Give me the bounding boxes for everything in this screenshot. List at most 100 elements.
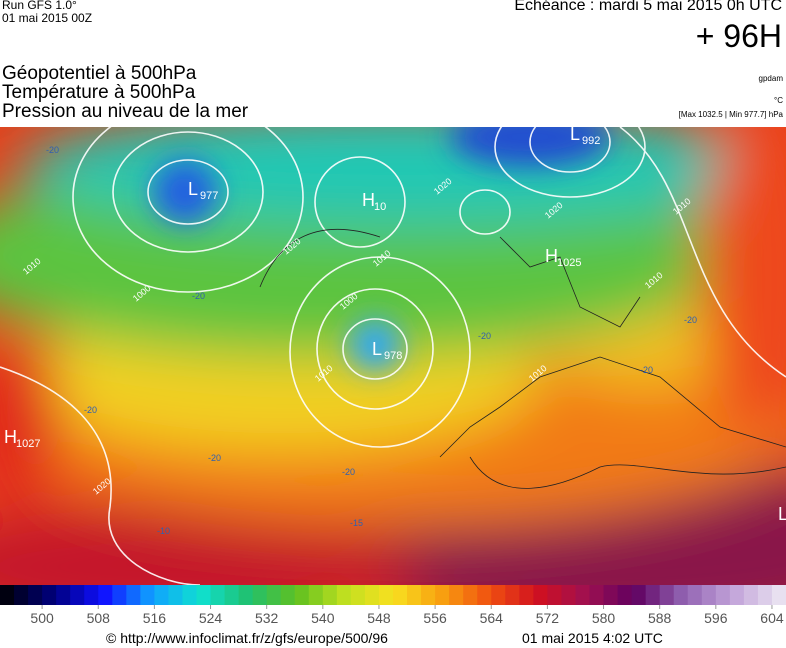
colorbar-swatch [350, 585, 366, 605]
center-letter: H [545, 246, 558, 266]
center-value: 992 [582, 135, 600, 147]
temperature-label: -20 [192, 291, 205, 301]
colorbar-label: 540 [311, 610, 335, 626]
colorbar-swatch [449, 585, 464, 605]
center-letter: H [4, 427, 17, 447]
colorbar: 500 508 516 524 532 540 548 556 564 572 580 588 596 6… [0, 585, 786, 626]
colorbar-swatch [56, 585, 71, 605]
colorbar-label: 604 [760, 610, 784, 626]
center-letter: L [372, 339, 382, 359]
temperature-label: -20 [342, 467, 355, 477]
colorbar-swatch [252, 585, 268, 605]
colorbar-swatch [294, 585, 310, 605]
colorbar-swatch [407, 585, 422, 605]
colorbar-label: 572 [536, 610, 560, 626]
temperature-label: -20 [478, 331, 491, 341]
center-value: 978 [384, 350, 402, 362]
field: Géopotentiel à 500hPa [2, 63, 197, 84]
temperature-label: -10 [157, 526, 170, 536]
center-value: 977 [200, 190, 218, 202]
unit: [Max 1032.5 | Min 977.7] hPa [678, 110, 783, 119]
run: Run GFS 1.0° [2, 0, 77, 12]
colorbar-swatch [631, 585, 647, 605]
temperature-label: -15 [350, 518, 363, 528]
field: Température à 500hPa [2, 82, 196, 103]
colorbar-swatch [140, 585, 155, 605]
colorbar-swatch [729, 585, 745, 605]
colorbar-label: 588 [648, 610, 672, 626]
colorbar-swatch [112, 585, 127, 605]
echeance: Echéance : mardi 5 mai 2015 0h UTC [514, 0, 782, 14]
colorbar-swatch [224, 585, 240, 605]
colorbar-swatch [98, 585, 113, 605]
colorbar-swatch [491, 585, 506, 605]
colorbar-swatch [421, 585, 436, 605]
colorbar-label: 556 [423, 610, 447, 626]
unit: °C [774, 96, 783, 105]
colorbar-swatch [280, 585, 296, 605]
colorbar-swatch [771, 585, 786, 605]
colorbar-swatch [463, 585, 478, 605]
colorbar-swatch [336, 585, 352, 605]
colorbar-swatch [378, 585, 394, 605]
colorbar-label: 596 [704, 610, 728, 626]
colorbar-swatch [505, 585, 520, 605]
colorbar-swatch [210, 585, 226, 605]
temperature-label: -20 [684, 315, 697, 325]
footer-date: 01 mai 2015 4:02 UTC [522, 630, 663, 646]
colorbar-swatch [533, 585, 548, 605]
colorbar-swatch [393, 585, 408, 605]
colorbar-swatch [575, 585, 590, 605]
colorbar-swatch [126, 585, 141, 605]
colorbar-swatch [266, 585, 282, 605]
colorbar-swatch [42, 585, 57, 605]
colorbar-swatch [84, 585, 99, 605]
field: Pression au niveau de la mer [2, 101, 249, 122]
colorbar-swatch [701, 585, 717, 605]
colorbar-swatch [168, 585, 183, 605]
colorbar-swatch [14, 585, 29, 605]
colorbar-label: 580 [592, 610, 616, 626]
colorbar-label: 508 [87, 610, 111, 626]
colorbar-swatch [322, 585, 338, 605]
colorbar-swatch [673, 585, 689, 605]
colorbar-swatch [757, 585, 773, 605]
colorbar-label: 500 [30, 610, 54, 626]
lead-time: + 96H [695, 18, 782, 54]
center-letter: H [362, 190, 375, 210]
colorbar-swatch [308, 585, 324, 605]
temperature-label: -20 [208, 453, 221, 463]
center-letter: L [778, 504, 786, 524]
center-value: 1027 [16, 438, 40, 450]
colorbar-swatch [435, 585, 450, 605]
colorbar-swatch [154, 585, 169, 605]
colorbar-swatch [687, 585, 703, 605]
colorbar-swatch [617, 585, 633, 605]
colorbar-swatch [196, 585, 212, 605]
temperature-label: -20 [640, 365, 653, 375]
colorbar-label: 564 [480, 610, 504, 626]
colorbar-label: 548 [367, 610, 391, 626]
colorbar-swatch [182, 585, 197, 605]
center-letter: L [570, 127, 580, 144]
colorbar-label: 516 [143, 610, 167, 626]
colorbar-swatch [547, 585, 562, 605]
colorbar-swatch [645, 585, 661, 605]
center-letter: L [188, 179, 198, 199]
colorbar-swatch [364, 585, 380, 605]
colorbar-swatch [28, 585, 43, 605]
colorbar-swatch [0, 585, 15, 605]
colorbar-label: 532 [255, 610, 279, 626]
center-value: 1025 [557, 257, 581, 269]
colorbar-swatch [70, 585, 85, 605]
run-date: 01 mai 2015 00Z [2, 11, 93, 25]
colorbar-swatch [743, 585, 759, 605]
unit: gpdam [758, 74, 783, 83]
temperature-label: -20 [46, 145, 59, 155]
temperature-label: -20 [84, 405, 97, 415]
colorbar-swatch [519, 585, 534, 605]
colorbar-swatch [477, 585, 492, 605]
colorbar-label: 524 [199, 610, 223, 626]
